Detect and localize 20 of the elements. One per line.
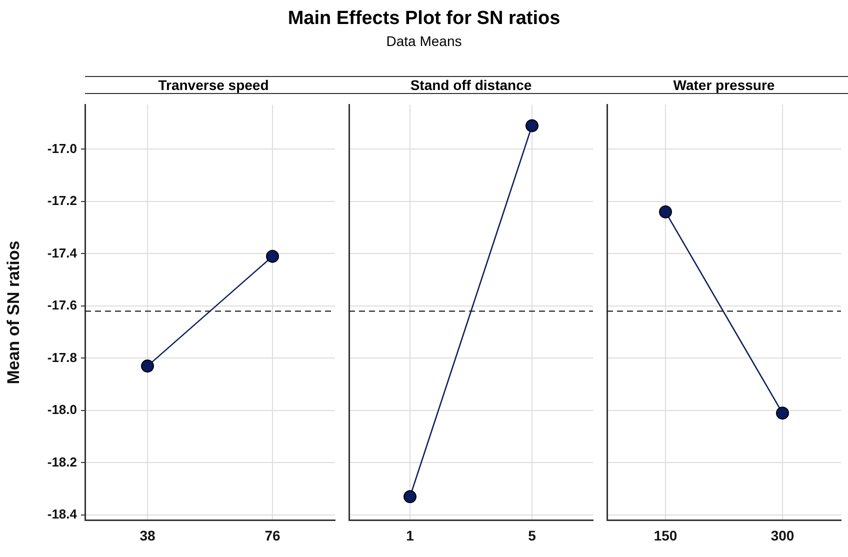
- x-axis-title: Stand off distance: [342, 76, 600, 94]
- x-tick-label: 300: [770, 527, 794, 544]
- x-tick-label: 5: [528, 527, 536, 544]
- y-tick-label: -17.2: [47, 193, 77, 208]
- y-tick-label: -17.8: [47, 350, 77, 365]
- y-tick-label: -18.4: [47, 506, 78, 522]
- y-tick-label: -18.2: [47, 454, 77, 470]
- x-tick-label: 1: [406, 527, 414, 544]
- x-axis-title: Tranverse speed: [85, 76, 342, 94]
- y-tick-label: -17.4: [47, 245, 78, 260]
- chart-title: Main Effects Plot for SN ratios: [286, 8, 562, 30]
- y-axis-title: Mean of SN ratios: [4, 240, 23, 384]
- y-tick-label: -18.0: [47, 402, 77, 418]
- x-axis-title: Water pressure: [600, 76, 848, 94]
- y-tick-label: -17.6: [47, 298, 77, 313]
- x-tick-label: 150: [654, 527, 678, 544]
- x-tick-label: 38: [140, 527, 156, 544]
- x-tick-label: 76: [264, 527, 280, 544]
- y-tick-label: -17.0: [47, 140, 77, 156]
- chart-subtitle: Data Means: [385, 33, 463, 49]
